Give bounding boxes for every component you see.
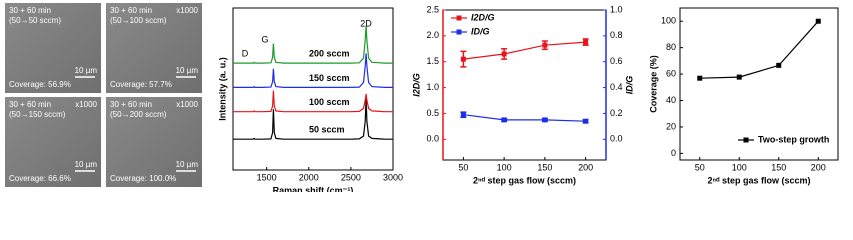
scale-bar-label: 10 µm bbox=[75, 160, 98, 169]
plot-frame bbox=[232, 7, 394, 171]
x-tick-label: 150 bbox=[537, 162, 552, 172]
growth-time: 30 + 60 min bbox=[110, 6, 152, 15]
scale-bar-label: 10 µm bbox=[176, 66, 199, 75]
spectrum bbox=[233, 90, 393, 113]
y-axis-label: I2D/G bbox=[411, 73, 421, 97]
spectrum-label: 150 sccm bbox=[309, 73, 350, 83]
x-tick-label: 200 bbox=[811, 162, 826, 172]
spectrum bbox=[233, 25, 393, 64]
y-axis-label: Intensity (a. u.) bbox=[217, 57, 227, 121]
legend-marker bbox=[456, 29, 462, 35]
marker bbox=[460, 112, 466, 118]
marker bbox=[501, 117, 507, 123]
y-tick-label: 20 bbox=[666, 121, 676, 131]
y-tick-label: 100 bbox=[661, 16, 676, 26]
peak-label: D bbox=[242, 48, 249, 58]
plot-frame bbox=[679, 7, 839, 161]
magnification: x1000 bbox=[176, 6, 198, 15]
x-axis-label: 2ⁿᵈ step gas flow (sccm) bbox=[473, 175, 576, 185]
spectrum-label: 50 sccm bbox=[309, 125, 345, 135]
y-tick-label: 0.0 bbox=[426, 134, 439, 144]
plot-frame bbox=[442, 9, 607, 161]
x-tick-label: 200 bbox=[578, 162, 593, 172]
marker bbox=[460, 56, 466, 62]
scale-bar-label: 10 µm bbox=[176, 160, 199, 169]
legend-label: ID/G bbox=[471, 26, 490, 36]
growth-time: 30 + 60 min bbox=[9, 6, 51, 15]
x-tick-label: 1500 bbox=[257, 172, 277, 182]
y-tick-label: 2.0 bbox=[426, 30, 439, 40]
legend-marker bbox=[456, 15, 462, 21]
growth-time: 30 + 60 min bbox=[9, 100, 51, 109]
gas-flow: (50→50 sccm) bbox=[9, 16, 61, 25]
micrograph bbox=[5, 97, 101, 187]
y2-axis-label: ID/G bbox=[624, 76, 634, 95]
scale-bar-label: 10 µm bbox=[75, 66, 98, 75]
series-line bbox=[463, 41, 586, 60]
y2-tick-label: 0.2 bbox=[610, 108, 623, 118]
y-tick-label: 60 bbox=[666, 68, 676, 78]
y-tick-label: 2.5 bbox=[426, 4, 439, 14]
micrograph bbox=[106, 3, 202, 93]
magnification: x1000 bbox=[176, 100, 198, 109]
x-axis-label: Raman shift (cm⁻¹) bbox=[273, 185, 354, 192]
y-tick-label: 1.5 bbox=[426, 56, 439, 66]
marker bbox=[583, 118, 589, 124]
x-tick-label: 100 bbox=[497, 162, 512, 172]
y-tick-label: 0 bbox=[671, 148, 676, 158]
coverage: Coverage: 57.7% bbox=[110, 80, 172, 89]
x-tick-label: 2500 bbox=[341, 172, 361, 182]
spectrum bbox=[233, 53, 393, 88]
series-line bbox=[699, 20, 819, 79]
y-tick-label: 0.5 bbox=[426, 108, 439, 118]
spectrum-label: 200 sccm bbox=[309, 48, 350, 58]
micrograph bbox=[5, 3, 101, 93]
x-tick-label: 50 bbox=[695, 162, 705, 172]
legend-label: I2D/G bbox=[471, 12, 495, 22]
x-tick-label: 3000 bbox=[383, 172, 403, 182]
x-tick-label: 2000 bbox=[299, 172, 319, 182]
coverage: Coverage: 100.0% bbox=[110, 174, 176, 183]
gas-flow: (50→150 sccm) bbox=[9, 110, 66, 119]
micrograph bbox=[106, 97, 202, 187]
spectrum bbox=[233, 98, 393, 140]
series-line bbox=[463, 114, 586, 122]
legend-label: Two-step growth bbox=[758, 134, 829, 144]
coverage: Coverage: 56.9% bbox=[9, 80, 71, 89]
coverage: Coverage: 66.6% bbox=[9, 174, 71, 183]
marker bbox=[501, 51, 507, 57]
legend-marker bbox=[743, 137, 749, 143]
y-axis-label: Coverage (%) bbox=[648, 55, 658, 113]
magnification: x1000 bbox=[75, 100, 97, 109]
x-tick-label: 50 bbox=[458, 162, 468, 172]
growth-time: 30 + 60 min bbox=[110, 100, 152, 109]
y2-tick-label: 0.4 bbox=[610, 82, 623, 92]
y-tick-label: 1.0 bbox=[426, 82, 439, 92]
y-tick-label: 40 bbox=[666, 95, 676, 105]
gas-flow: (50→200 sccm) bbox=[110, 110, 167, 119]
marker bbox=[583, 39, 589, 45]
marker bbox=[542, 117, 548, 123]
gas-flow: (50→100 sccm) bbox=[110, 16, 167, 25]
marker bbox=[815, 18, 821, 24]
x-axis-label: 2ⁿᵈ step gas flow (sccm) bbox=[707, 175, 810, 185]
marker bbox=[736, 74, 742, 80]
x-tick-label: 100 bbox=[732, 162, 747, 172]
peak-label: 2D bbox=[360, 18, 372, 28]
y2-tick-label: 0.0 bbox=[610, 134, 623, 144]
y-tick-label: 80 bbox=[666, 42, 676, 52]
y2-tick-label: 1.0 bbox=[610, 4, 623, 14]
spectrum-label: 100 sccm bbox=[309, 97, 350, 107]
y2-tick-label: 0.8 bbox=[610, 30, 623, 40]
marker bbox=[542, 42, 548, 48]
marker bbox=[697, 75, 703, 81]
x-tick-label: 150 bbox=[771, 162, 786, 172]
peak-label: G bbox=[261, 34, 268, 44]
y2-tick-label: 0.6 bbox=[610, 56, 623, 66]
marker bbox=[776, 62, 782, 68]
